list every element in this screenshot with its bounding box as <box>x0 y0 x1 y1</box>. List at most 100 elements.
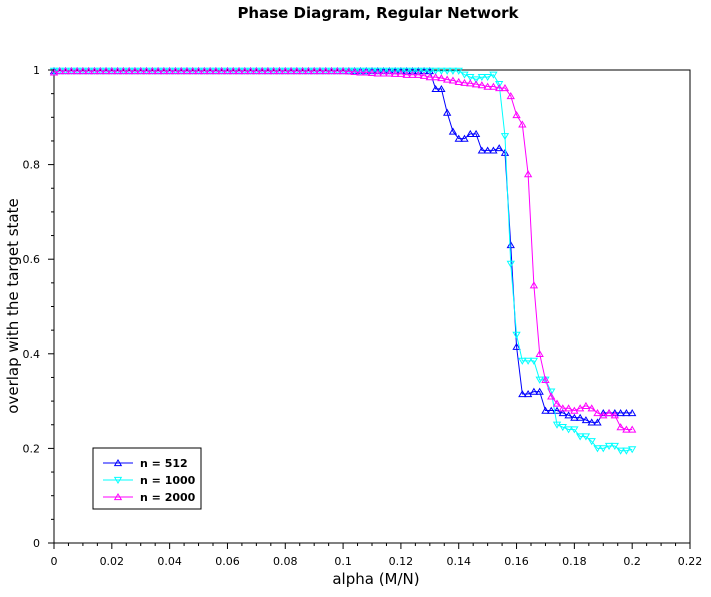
data-point <box>581 416 591 424</box>
series-layer <box>49 66 637 455</box>
data-point <box>442 108 452 116</box>
data-point <box>604 408 614 417</box>
data-point <box>529 387 539 395</box>
data-point <box>78 66 88 75</box>
data-point <box>495 144 504 152</box>
x-tick-label: 0.08 <box>273 555 298 568</box>
y-tick-label: 0.6 <box>23 253 41 266</box>
data-point <box>310 66 319 75</box>
data-point <box>442 75 452 83</box>
data-point <box>500 84 510 92</box>
data-point <box>188 66 197 75</box>
data-point <box>321 66 330 75</box>
tick-layer: 0 0.02 0.04 0.06 0.08 0.1 0.12 0.14 0.16 0.18 0.2 0… <box>23 64 703 568</box>
data-point <box>610 442 620 450</box>
data-point <box>402 67 411 75</box>
y-axis-label: overlap with the target state <box>4 198 22 413</box>
data-point <box>547 406 556 414</box>
data-point <box>390 67 400 75</box>
data-point <box>362 67 371 75</box>
data-point <box>523 390 533 398</box>
data-point <box>587 438 596 446</box>
data-point <box>610 411 620 419</box>
data-point <box>390 69 400 77</box>
data-point <box>49 67 59 75</box>
data-point <box>431 67 440 75</box>
data-point <box>489 82 498 90</box>
data-point <box>229 66 238 75</box>
data-point <box>628 446 637 454</box>
legend-label: n = 1000 <box>140 474 196 487</box>
data-point <box>575 413 585 421</box>
data-point <box>622 425 631 433</box>
data-point <box>281 66 290 75</box>
data-point <box>367 67 377 75</box>
data-point <box>67 66 76 75</box>
data-point <box>442 67 452 75</box>
data-point <box>483 146 492 154</box>
x-tick-label: 0.16 <box>504 555 529 568</box>
data-point <box>437 67 446 75</box>
series-line <box>53 70 633 430</box>
data-point <box>408 70 417 78</box>
data-point <box>165 66 174 75</box>
data-point <box>529 281 539 289</box>
data-point <box>460 71 469 79</box>
data-point <box>535 387 544 395</box>
data-point <box>628 425 637 433</box>
data-point <box>234 66 244 75</box>
data-point <box>113 66 122 75</box>
data-point <box>552 421 562 429</box>
data-point <box>529 357 539 365</box>
data-point <box>581 401 591 409</box>
data-point <box>252 66 261 75</box>
series-1 <box>49 67 637 455</box>
data-point <box>535 376 544 384</box>
data-point <box>523 357 533 365</box>
data-point <box>564 426 573 434</box>
data-point <box>512 342 521 350</box>
legend: n = 512 n = 1000 n = 2000 <box>92 447 202 510</box>
data-point <box>425 67 434 75</box>
data-point <box>90 66 99 75</box>
data-point <box>604 442 614 450</box>
data-point <box>512 110 521 119</box>
data-point <box>327 66 336 75</box>
data-point <box>593 445 602 453</box>
x-tick-label: 0.14 <box>446 555 471 568</box>
data-point <box>518 390 527 398</box>
data-point <box>257 66 267 75</box>
data-point <box>587 404 596 412</box>
data-point <box>356 68 365 76</box>
data-point <box>489 146 498 154</box>
x-tick-label: 0.2 <box>623 555 641 568</box>
data-point <box>460 78 469 86</box>
data-point <box>362 68 371 76</box>
data-point <box>367 68 377 76</box>
data-point <box>419 67 429 75</box>
series-line <box>54 70 633 452</box>
data-point <box>575 433 585 441</box>
data-point <box>200 66 209 75</box>
x-tick-label: 0.02 <box>100 555 125 568</box>
x-tick-label: 0.12 <box>389 555 414 568</box>
legend-marker <box>113 476 123 484</box>
data-point <box>558 423 567 432</box>
data-point <box>194 66 203 75</box>
data-point <box>217 66 226 75</box>
data-point <box>495 84 504 92</box>
legend-label: n = 512 <box>140 457 188 470</box>
data-point <box>512 331 521 339</box>
data-point <box>593 408 602 417</box>
chart-title: Phase Diagram, Regular Network <box>237 4 519 22</box>
data-point <box>107 66 116 75</box>
data-point <box>177 66 186 75</box>
data-point <box>541 406 550 414</box>
data-point <box>483 73 492 82</box>
data-point <box>466 73 475 82</box>
data-point <box>558 404 567 412</box>
data-point <box>541 375 550 383</box>
data-point <box>159 66 169 75</box>
data-point <box>286 66 296 75</box>
